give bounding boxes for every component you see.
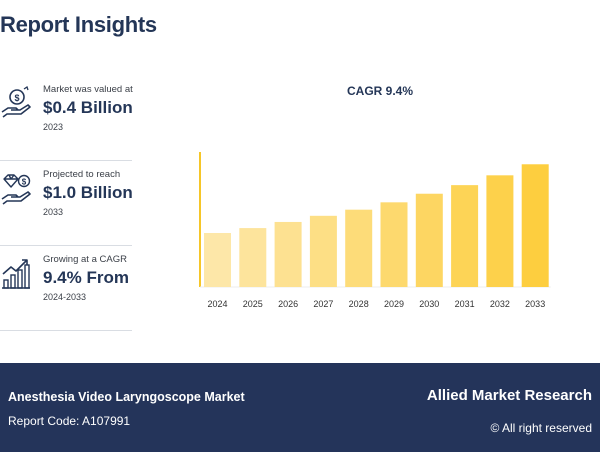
insight-value: $0.4 Billion [43, 98, 133, 117]
bar-2025 [239, 228, 267, 287]
insight-value: $1.0 Billion [43, 183, 133, 202]
insight-card-market-value: $ Market was valued at $0.4 Billion 2023 [0, 74, 133, 161]
x-tick-label: 2027 [313, 299, 333, 309]
bar-2028 [345, 209, 373, 287]
insight-year: 2033 [43, 207, 64, 217]
x-tick-label: 2029 [384, 299, 404, 309]
svg-text:$: $ [22, 178, 27, 187]
insight-year: 2024-2033 [43, 292, 87, 302]
footer-banner: Anesthesia Video Laryngoscope Market Rep… [0, 363, 600, 452]
x-tick-label: 2032 [490, 299, 510, 309]
bar-2031 [451, 185, 479, 287]
money-hand-icon: $ [1, 86, 31, 118]
insight-year: 2023 [43, 122, 64, 132]
bar-2024 [204, 233, 231, 287]
bar-2027 [309, 215, 337, 287]
x-tick-label: 2025 [243, 299, 263, 309]
chart-title: CAGR 9.4% [346, 84, 414, 98]
copyright-text: © All right reserved [490, 421, 592, 435]
insight-caption: Growing at a CAGR [43, 254, 127, 265]
brand-name: Allied Market Research [426, 387, 592, 404]
bar-2029 [380, 202, 408, 287]
x-tick-label: 2026 [278, 299, 298, 309]
x-tick-label: 2030 [419, 299, 439, 309]
svg-text:$: $ [14, 93, 19, 103]
market-name: Anesthesia Video Laryngoscope Market [8, 390, 245, 404]
diamond-hand-icon: $ [1, 174, 31, 205]
x-tick-label: 2033 [525, 299, 545, 309]
report-code: Report Code: A107991 [8, 414, 131, 428]
bar-2033 [521, 164, 549, 287]
x-tick-label: 2028 [349, 299, 369, 309]
bar-2032 [486, 175, 514, 287]
growth-chart-icon [2, 259, 30, 289]
insight-card-cagr: Growing at a CAGR 9.4% From 2024-2033 [0, 244, 132, 331]
insight-caption: Market was valued at [43, 84, 133, 95]
bar-2026 [274, 221, 302, 287]
x-tick-label: 2024 [207, 299, 227, 309]
page-title: Report Insights [0, 12, 157, 37]
bar-chart: 2024 2025 2026 2027 2028 2029 2030 2031 2032 2033 [199, 152, 551, 309]
x-tick-label: 2031 [455, 299, 475, 309]
insight-card-projected: $ Projected to reach $1.0 Billion 2033 [0, 159, 133, 246]
insight-value: 9.4% From [43, 268, 129, 287]
insight-caption: Projected to reach [43, 169, 121, 180]
bar-2030 [415, 193, 443, 287]
